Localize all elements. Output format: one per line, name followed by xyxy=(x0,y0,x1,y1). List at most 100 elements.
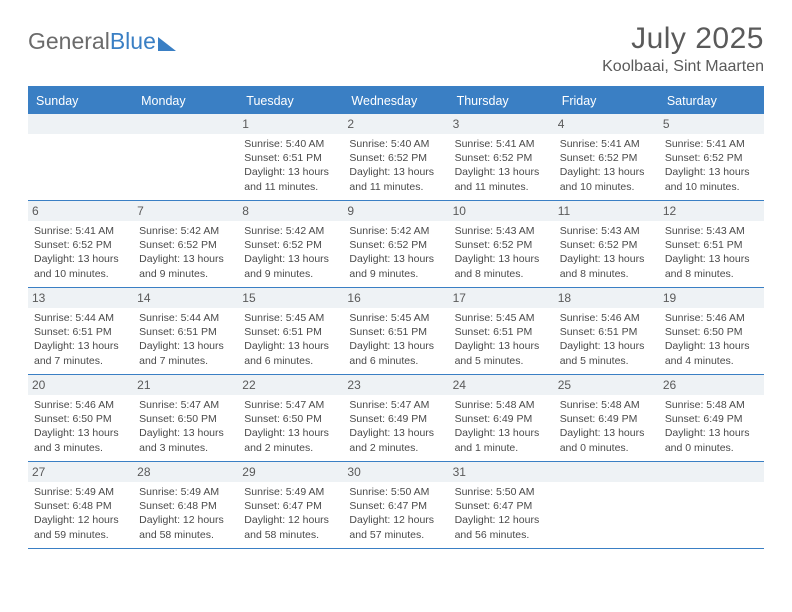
weekday-header: Sunday xyxy=(28,88,133,114)
sunrise-line: Sunrise: 5:46 AM xyxy=(34,398,127,412)
calendar-cell: 31Sunrise: 5:50 AMSunset: 6:47 PMDayligh… xyxy=(449,462,554,548)
calendar-cell: 22Sunrise: 5:47 AMSunset: 6:50 PMDayligh… xyxy=(238,375,343,461)
daylight-line-2: and 1 minute. xyxy=(455,441,548,455)
weekday-header: Monday xyxy=(133,88,238,114)
daylight-line-1: Daylight: 12 hours xyxy=(139,513,232,527)
day-number: 8 xyxy=(238,201,343,221)
location-subtitle: Koolbaai, Sint Maarten xyxy=(602,58,764,76)
daylight-line-2: and 6 minutes. xyxy=(349,354,442,368)
calendar-body: 1Sunrise: 5:40 AMSunset: 6:51 PMDaylight… xyxy=(28,114,764,549)
calendar-cell: 9Sunrise: 5:42 AMSunset: 6:52 PMDaylight… xyxy=(343,201,448,287)
sunrise-line: Sunrise: 5:49 AM xyxy=(34,485,127,499)
daylight-line-2: and 8 minutes. xyxy=(455,267,548,281)
day-number: 7 xyxy=(133,201,238,221)
sunset-line: Sunset: 6:49 PM xyxy=(455,412,548,426)
calendar-cell: 16 Sunrise: 5:45 AMSunset: 6:51 PMDayligh… xyxy=(343,288,448,374)
sunrise-line: Sunrise: 5:49 AM xyxy=(139,485,232,499)
day-number: 6 xyxy=(28,201,133,221)
daylight-line-1: Daylight: 12 hours xyxy=(244,513,337,527)
calendar-cell: 11Sunrise: 5:43 AMSunset: 6:52 PMDayligh… xyxy=(554,201,659,287)
daylight-line-1: Daylight: 13 hours xyxy=(244,339,337,353)
daylight-line-1: Daylight: 13 hours xyxy=(139,339,232,353)
sunset-line: Sunset: 6:50 PM xyxy=(139,412,232,426)
daylight-line-1: Daylight: 12 hours xyxy=(455,513,548,527)
daylight-line-1: Daylight: 13 hours xyxy=(560,426,653,440)
calendar-week-row: 1Sunrise: 5:40 AMSunset: 6:51 PMDaylight… xyxy=(28,114,764,201)
sunrise-line: Sunrise: 5:48 AM xyxy=(665,398,758,412)
daylight-line-2: and 4 minutes. xyxy=(665,354,758,368)
daylight-line-2: and 0 minutes. xyxy=(560,441,653,455)
daylight-line-1: Daylight: 13 hours xyxy=(139,252,232,266)
daylight-line-1: Daylight: 13 hours xyxy=(665,426,758,440)
day-number: 2 xyxy=(343,114,448,134)
calendar-cell: 21Sunrise: 5:47 AMSunset: 6:50 PMDayligh… xyxy=(133,375,238,461)
calendar-cell: 3 Sunrise: 5:41 AMSunset: 6:52 PMDaylight… xyxy=(449,114,554,200)
calendar-cell: 6Sunrise: 5:41 AMSunset: 6:52 PMDaylight… xyxy=(28,201,133,287)
daylight-line-1: Daylight: 13 hours xyxy=(349,339,442,353)
daylight-line-1: Daylight: 13 hours xyxy=(665,252,758,266)
daylight-line-1: Daylight: 13 hours xyxy=(455,339,548,353)
sunset-line: Sunset: 6:50 PM xyxy=(244,412,337,426)
calendar-cell: 24Sunrise: 5:48 AMSunset: 6:49 PMDayligh… xyxy=(449,375,554,461)
calendar-cell: 27Sunrise: 5:49 AMSunset: 6:48 PMDayligh… xyxy=(28,462,133,548)
weekday-header: Thursday xyxy=(449,88,554,114)
sunset-line: Sunset: 6:47 PM xyxy=(349,499,442,513)
daylight-line-1: Daylight: 13 hours xyxy=(455,252,548,266)
weekday-header: Saturday xyxy=(659,88,764,114)
sunrise-line: Sunrise: 5:48 AM xyxy=(455,398,548,412)
calendar-week-row: 20Sunrise: 5:46 AMSunset: 6:50 PMDayligh… xyxy=(28,375,764,462)
day-number: 16 xyxy=(343,288,448,308)
calendar-week-row: 13Sunrise: 5:44 AMSunset: 6:51 PMDayligh… xyxy=(28,288,764,375)
daylight-line-2: and 10 minutes. xyxy=(34,267,127,281)
calendar-week-row: 27Sunrise: 5:49 AMSunset: 6:48 PMDayligh… xyxy=(28,462,764,549)
logo-text-2: Blue xyxy=(110,28,156,55)
day-number xyxy=(659,462,764,482)
daylight-line-2: and 58 minutes. xyxy=(244,528,337,542)
calendar-cell: 19Sunrise: 5:46 AMSunset: 6:50 PMDayligh… xyxy=(659,288,764,374)
sunset-line: Sunset: 6:51 PM xyxy=(139,325,232,339)
daylight-line-2: and 6 minutes. xyxy=(244,354,337,368)
sunset-line: Sunset: 6:50 PM xyxy=(34,412,127,426)
calendar-cell: 8Sunrise: 5:42 AMSunset: 6:52 PMDaylight… xyxy=(238,201,343,287)
daylight-line-1: Daylight: 13 hours xyxy=(665,165,758,179)
daylight-line-2: and 0 minutes. xyxy=(665,441,758,455)
day-number: 29 xyxy=(238,462,343,482)
sunrise-line: Sunrise: 5:41 AM xyxy=(560,137,653,151)
calendar-cell: 28Sunrise: 5:49 AMSunset: 6:48 PMDayligh… xyxy=(133,462,238,548)
sunrise-line: Sunrise: 5:41 AM xyxy=(455,137,548,151)
sunrise-line: Sunrise: 5:43 AM xyxy=(455,224,548,238)
calendar-cell xyxy=(554,462,659,548)
daylight-line-1: Daylight: 13 hours xyxy=(34,252,127,266)
daylight-line-2: and 8 minutes. xyxy=(560,267,653,281)
calendar-cell: 12Sunrise: 5:43 AMSunset: 6:51 PMDayligh… xyxy=(659,201,764,287)
calendar-cell: 2 Sunrise: 5:40 AMSunset: 6:52 PMDaylight… xyxy=(343,114,448,200)
daylight-line-1: Daylight: 13 hours xyxy=(455,165,548,179)
day-number xyxy=(133,114,238,134)
sunset-line: Sunset: 6:52 PM xyxy=(349,151,442,165)
sunset-line: Sunset: 6:51 PM xyxy=(349,325,442,339)
day-number: 17 xyxy=(449,288,554,308)
logo: GeneralBlue xyxy=(28,22,176,55)
daylight-line-2: and 11 minutes. xyxy=(455,180,548,194)
daylight-line-1: Daylight: 13 hours xyxy=(244,252,337,266)
sunset-line: Sunset: 6:52 PM xyxy=(455,151,548,165)
day-number: 28 xyxy=(133,462,238,482)
daylight-line-2: and 9 minutes. xyxy=(139,267,232,281)
daylight-line-2: and 11 minutes. xyxy=(349,180,442,194)
day-number: 14 xyxy=(133,288,238,308)
sunrise-line: Sunrise: 5:45 AM xyxy=(349,311,442,325)
calendar-cell: 17Sunrise: 5:45 AMSunset: 6:51 PMDayligh… xyxy=(449,288,554,374)
day-number: 3 xyxy=(449,114,554,134)
month-title: July 2025 xyxy=(602,22,764,56)
sunrise-line: Sunrise: 5:41 AM xyxy=(34,224,127,238)
daylight-line-1: Daylight: 13 hours xyxy=(349,426,442,440)
sunrise-line: Sunrise: 5:50 AM xyxy=(349,485,442,499)
sunset-line: Sunset: 6:50 PM xyxy=(665,325,758,339)
sunset-line: Sunset: 6:52 PM xyxy=(349,238,442,252)
calendar-cell: 26Sunrise: 5:48 AMSunset: 6:49 PMDayligh… xyxy=(659,375,764,461)
daylight-line-1: Daylight: 13 hours xyxy=(349,165,442,179)
daylight-line-1: Daylight: 13 hours xyxy=(139,426,232,440)
sunset-line: Sunset: 6:51 PM xyxy=(244,325,337,339)
calendar-cell xyxy=(659,462,764,548)
sunrise-line: Sunrise: 5:40 AM xyxy=(349,137,442,151)
